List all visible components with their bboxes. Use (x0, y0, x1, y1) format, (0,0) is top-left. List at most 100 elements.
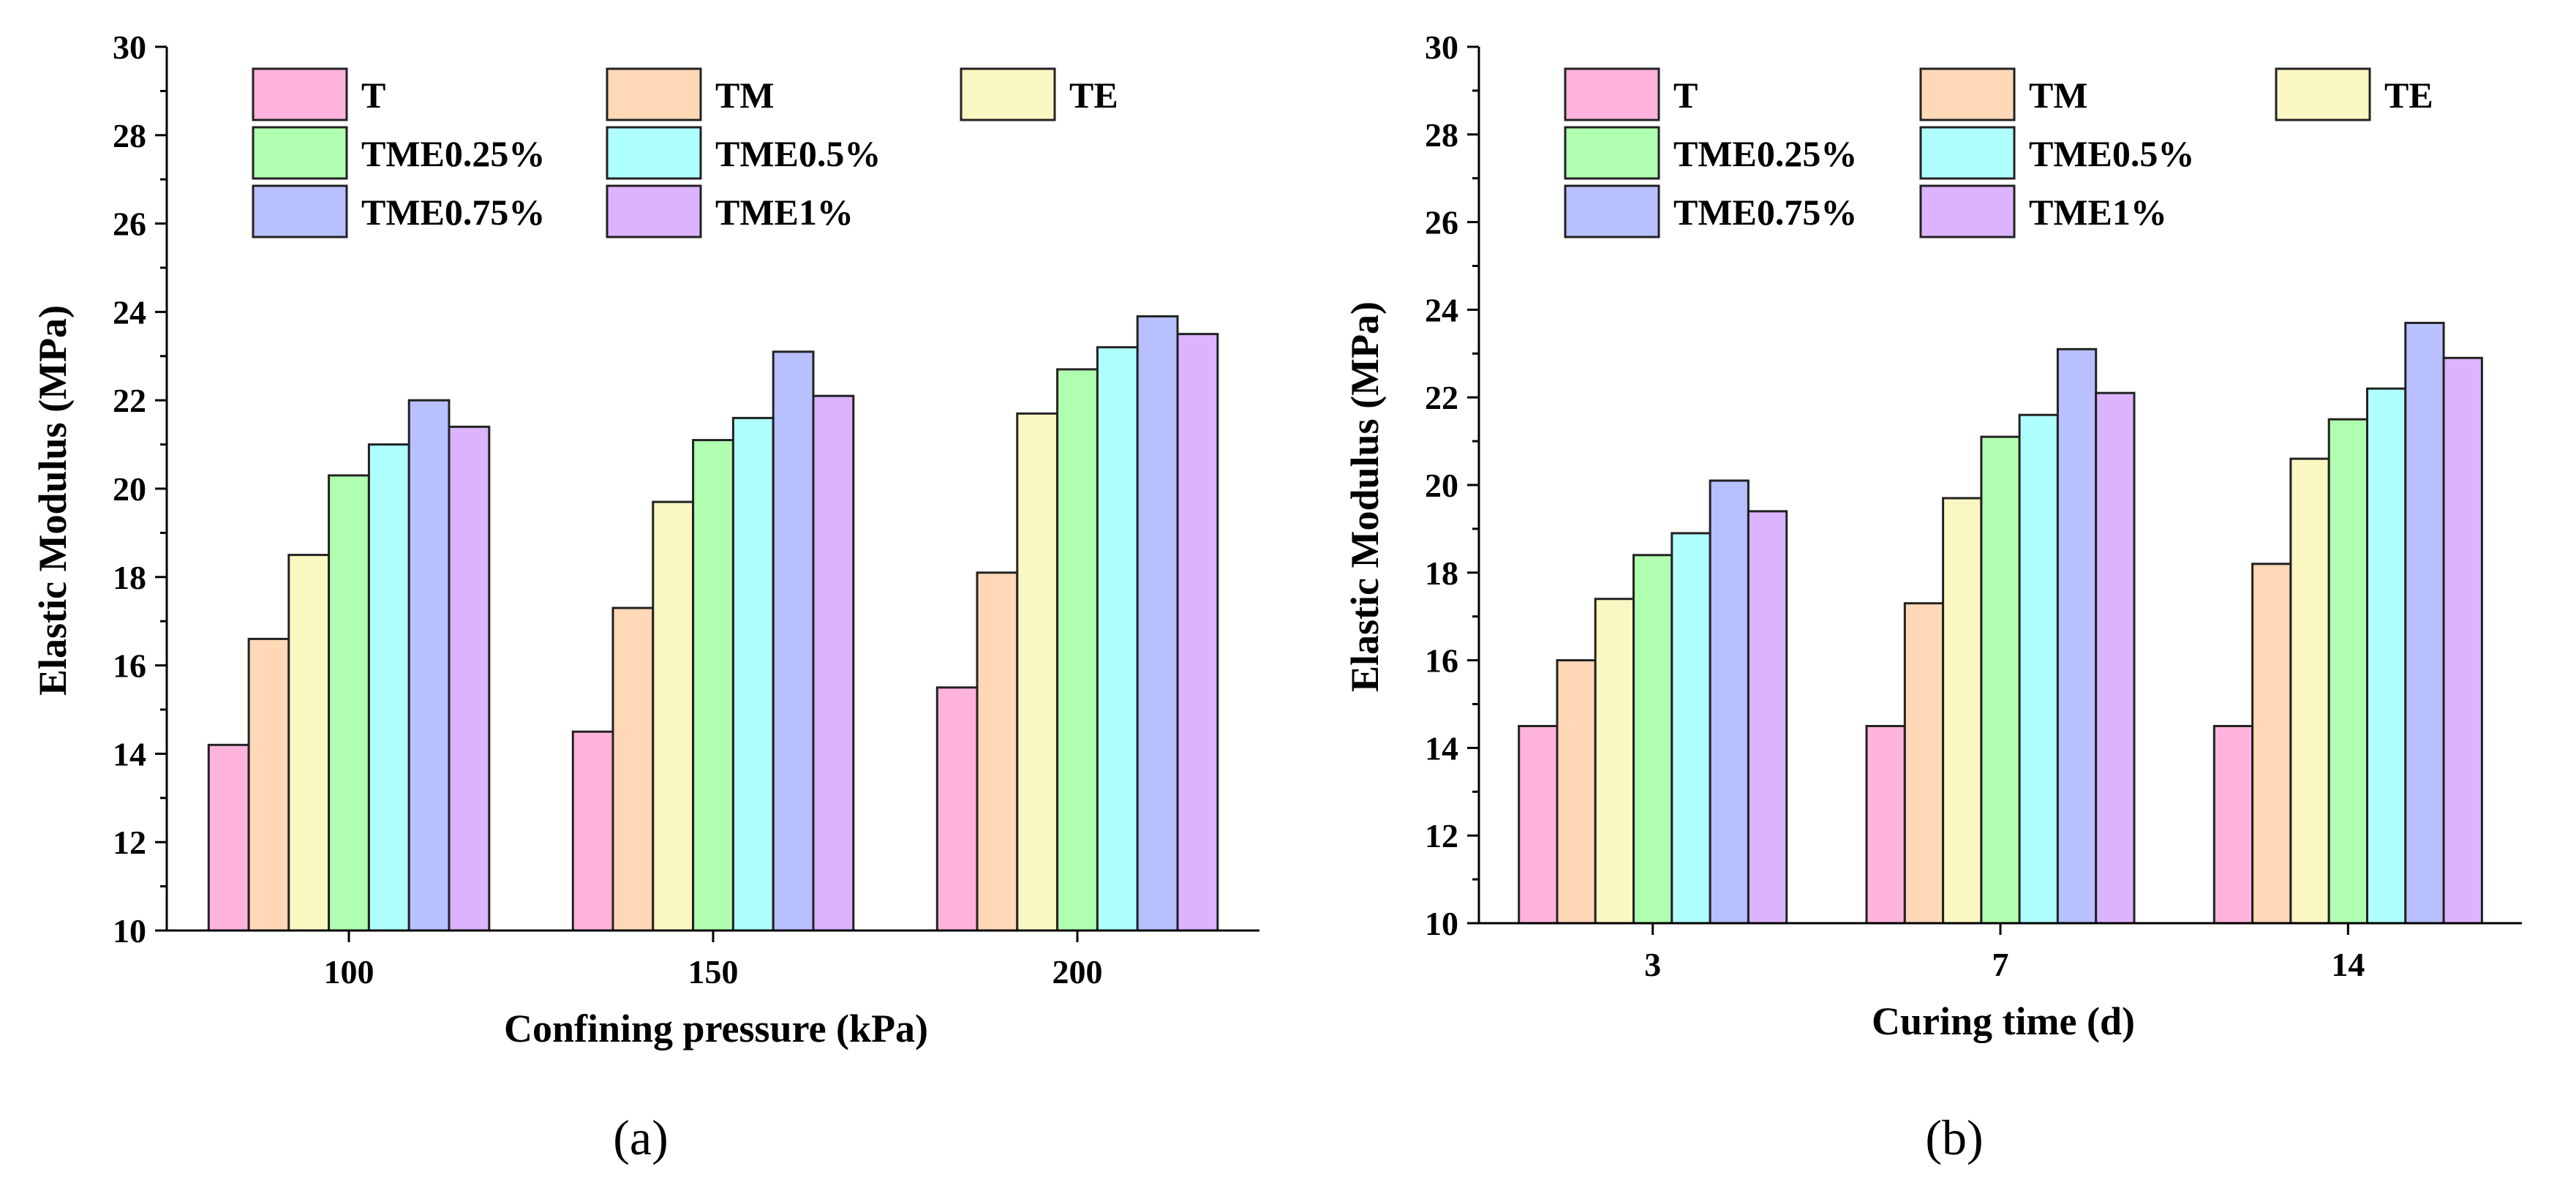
legend-item: TME0.5% (606, 126, 881, 180)
y-tick-label: 26 (113, 206, 146, 243)
legend-item: TME0.25% (1564, 126, 1857, 180)
x-tick-label: 200 (1052, 953, 1103, 990)
y-tick-label: 20 (113, 470, 146, 508)
legend-label: TM (2029, 75, 2088, 116)
y-tick-label: 30 (113, 29, 146, 66)
legend-swatch (252, 126, 348, 180)
bar-TME05-200 (1096, 346, 1139, 932)
bar-T-14 (2212, 725, 2254, 925)
legend-label: TE (2384, 75, 2433, 116)
bar-T-100 (207, 743, 250, 932)
y-tick-label: 10 (113, 912, 146, 950)
bar-TE-7 (1942, 497, 1983, 925)
bar-TME025-14 (2327, 418, 2368, 925)
legend-item: TM (1919, 67, 2088, 121)
legend-item: T (252, 67, 385, 121)
y-tick-label: 28 (113, 117, 146, 154)
legend: T TM TE TME0.25% TME0.5% TME0.75% TME1% (1564, 67, 2433, 238)
bar-TME1-200 (1176, 333, 1219, 932)
x-tick-label: 7 (1992, 946, 2009, 983)
y-tick-label: 10 (1425, 905, 1458, 942)
legend-label: TME0.25% (1673, 133, 1857, 174)
legend-swatch (252, 67, 348, 121)
bar-T-200 (935, 686, 979, 932)
bars (1518, 321, 2483, 925)
panel-caption: (b) (1925, 1110, 1983, 1165)
bar-TME025-200 (1056, 368, 1099, 932)
x-tick-label: 3 (1644, 946, 1661, 983)
legend-label: TME1% (2029, 192, 2167, 233)
y-tick-label: 14 (113, 735, 146, 772)
y-tick-label: 26 (1425, 204, 1458, 241)
legend-label: TME0.5% (715, 133, 881, 174)
legend-swatch (252, 184, 348, 238)
y-axis-title: Elastic Modulus (MPa) (31, 305, 75, 696)
bar-T-150 (571, 730, 614, 932)
x-tick-label: 150 (688, 953, 739, 990)
bar-TME025-150 (692, 439, 734, 932)
bar-TME05-7 (2018, 413, 2059, 925)
bar-TME075-150 (772, 350, 815, 932)
legend-label: T (361, 75, 385, 116)
y-tick-label: 28 (1425, 116, 1458, 154)
legend-item: T (1564, 67, 1698, 121)
legend-swatch (1919, 184, 2016, 238)
y-tick-label: 14 (1425, 729, 1458, 767)
legend-item: TME0.75% (1564, 184, 1857, 238)
x-axis-title: Curing time (d) (1872, 999, 2135, 1043)
legend-swatch (1919, 126, 2016, 180)
legend-item: TME0.25% (252, 126, 545, 180)
bar-TME025-3 (1632, 554, 1673, 925)
legend-swatch (960, 67, 1056, 121)
legend-swatch (606, 184, 702, 238)
bar-TME1-150 (812, 394, 855, 932)
legend-swatch (606, 126, 702, 180)
legend-item: TE (960, 67, 1118, 121)
bars (207, 315, 1219, 932)
legend-swatch (2275, 67, 2371, 121)
bar-TME075-100 (407, 399, 451, 932)
bar-T-7 (1865, 725, 1906, 925)
legend-item: TE (2275, 67, 2433, 121)
bar-TM-3 (1556, 659, 1597, 925)
legend-label: TME0.5% (2029, 133, 2194, 174)
bar-TME05-150 (731, 416, 775, 932)
bar-TM-7 (1903, 602, 1945, 925)
legend-swatch (1564, 67, 1660, 121)
x-tick-label: 14 (2331, 946, 2365, 983)
legend-label: TME0.25% (361, 133, 545, 174)
legend-item: TM (606, 67, 775, 121)
bar-TE-200 (1016, 412, 1059, 932)
legend-item: TME1% (1919, 184, 2167, 238)
legend-swatch (1919, 67, 2016, 121)
y-axis-title: Elastic Modulus (MPa) (1343, 301, 1387, 692)
bar-TME1-14 (2442, 356, 2483, 925)
bar-TE-14 (2289, 457, 2330, 925)
y-tick-label: 30 (1425, 29, 1458, 66)
bar-TME025-100 (328, 474, 370, 932)
bar-TME075-200 (1136, 315, 1179, 932)
bar-TME05-3 (1671, 532, 1711, 925)
bar-TE-150 (652, 500, 695, 932)
y-tick-label: 24 (113, 293, 146, 331)
bar-TME075-3 (1709, 479, 1750, 925)
y-tick-label: 12 (1425, 817, 1458, 854)
y-tick-label: 12 (113, 824, 146, 861)
bar-TME075-14 (2404, 321, 2445, 925)
bar-TME1-7 (2095, 391, 2136, 925)
legend-label: TME0.75% (361, 192, 545, 233)
legend-label: T (1673, 75, 1698, 116)
legend-item: TME0.5% (1919, 126, 2194, 180)
bar-TME1-3 (1747, 510, 1788, 925)
y-tick-label: 22 (1425, 379, 1458, 416)
bar-TME075-7 (2056, 347, 2098, 925)
bar-TME05-14 (2366, 387, 2407, 925)
y-tick-label: 22 (113, 382, 146, 419)
bar-TME05-100 (367, 443, 410, 932)
y-tick-label: 16 (1425, 642, 1458, 680)
legend: T TM TE TME0.25% TME0.5% TME0.75% TME1% (252, 67, 1118, 238)
bar-TM-14 (2251, 563, 2292, 925)
legend-swatch (1564, 126, 1660, 180)
legend-label: TM (715, 75, 775, 116)
